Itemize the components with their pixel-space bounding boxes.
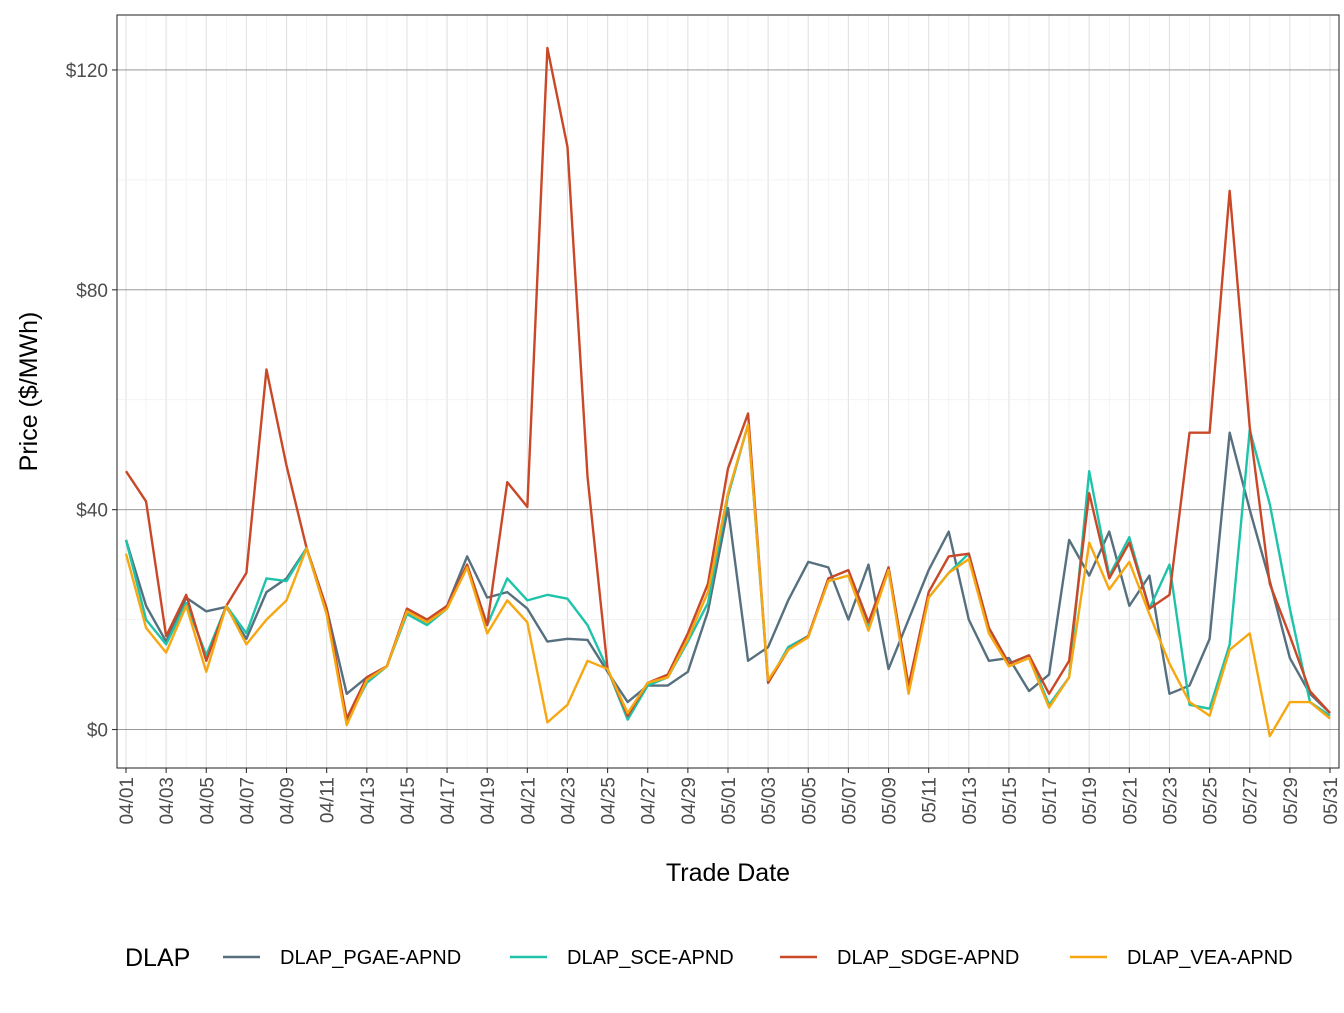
x-tick-label: 05/29	[1281, 777, 1302, 825]
x-tick-label: 05/15	[1000, 777, 1021, 825]
x-tick-label: 04/17	[438, 777, 459, 825]
x-tick-label: 05/31	[1321, 777, 1342, 825]
x-tick-label: 04/07	[237, 777, 258, 825]
x-tick-label: 05/19	[1080, 777, 1101, 825]
x-tick-label: 05/27	[1241, 777, 1262, 825]
y-axis-title: Price ($/MWh)	[15, 312, 43, 472]
x-tick-label: 04/19	[478, 777, 499, 825]
legend-item: DLAP_PGAE-APND	[223, 947, 461, 969]
legend-label: DLAP_SCE-APND	[567, 947, 734, 969]
x-tick-label: 05/13	[960, 777, 981, 825]
x-tick-label: 04/29	[679, 777, 700, 825]
x-tick-label: 04/27	[639, 777, 660, 825]
legend-item: DLAP_VEA-APND	[1070, 947, 1293, 969]
series-line-dlap_sdge-apnd	[125, 46, 1331, 720]
x-tick-label: 05/07	[839, 777, 860, 825]
x-axis: 04/01 04/03 04/05 04/07 04/09 04/11 04/13 04/15…	[117, 768, 1342, 825]
series-lines	[124, 46, 1331, 738]
x-tick-label: 05/23	[1160, 777, 1181, 825]
y-tick-label: $40	[76, 501, 108, 522]
y-tick-label: $80	[76, 281, 108, 302]
x-tick-label: 04/11	[318, 777, 339, 823]
x-tick-label: 05/21	[1120, 777, 1141, 825]
legend-label: DLAP_VEA-APND	[1127, 947, 1293, 969]
x-tick-label: 05/25	[1201, 777, 1222, 825]
x-tick-label: 04/01	[117, 777, 138, 825]
x-tick-label: 05/09	[880, 777, 901, 825]
x-tick-label: 04/15	[398, 777, 419, 825]
x-tick-label: 05/05	[799, 777, 820, 825]
x-tick-label: 05/03	[759, 777, 780, 825]
legend: DLAP DLAP_PGAE-APND DLAP_SCE-APND DLAP_SDG…	[125, 944, 1293, 972]
x-tick-label: 05/17	[1040, 777, 1061, 825]
y-tick-label: $120	[66, 61, 108, 82]
y-tick-label: $0	[87, 721, 108, 742]
x-tick-label: 05/11	[920, 777, 941, 823]
y-axis: $0 $40 $80 $120	[66, 61, 117, 742]
x-tick-label: 04/05	[197, 777, 218, 825]
legend-title: DLAP	[125, 944, 190, 972]
legend-label: DLAP_SDGE-APND	[837, 947, 1019, 969]
x-tick-label: 04/21	[518, 777, 539, 825]
x-tick-label: 05/01	[719, 777, 740, 825]
series-line-dlap_vea-apnd	[124, 423, 1331, 738]
x-tick-label: 04/25	[599, 777, 620, 825]
x-tick-label: 04/23	[558, 777, 579, 825]
minor-gridlines	[117, 15, 1339, 768]
x-axis-title: Trade Date	[666, 859, 790, 887]
x-tick-label: 04/03	[157, 777, 178, 825]
legend-item: DLAP_SDGE-APND	[780, 947, 1019, 969]
legend-item: DLAP_SCE-APND	[510, 947, 734, 969]
x-tick-label: 04/13	[358, 777, 379, 825]
x-tick-label: 04/09	[278, 777, 299, 825]
legend-label: DLAP_PGAE-APND	[280, 947, 461, 969]
